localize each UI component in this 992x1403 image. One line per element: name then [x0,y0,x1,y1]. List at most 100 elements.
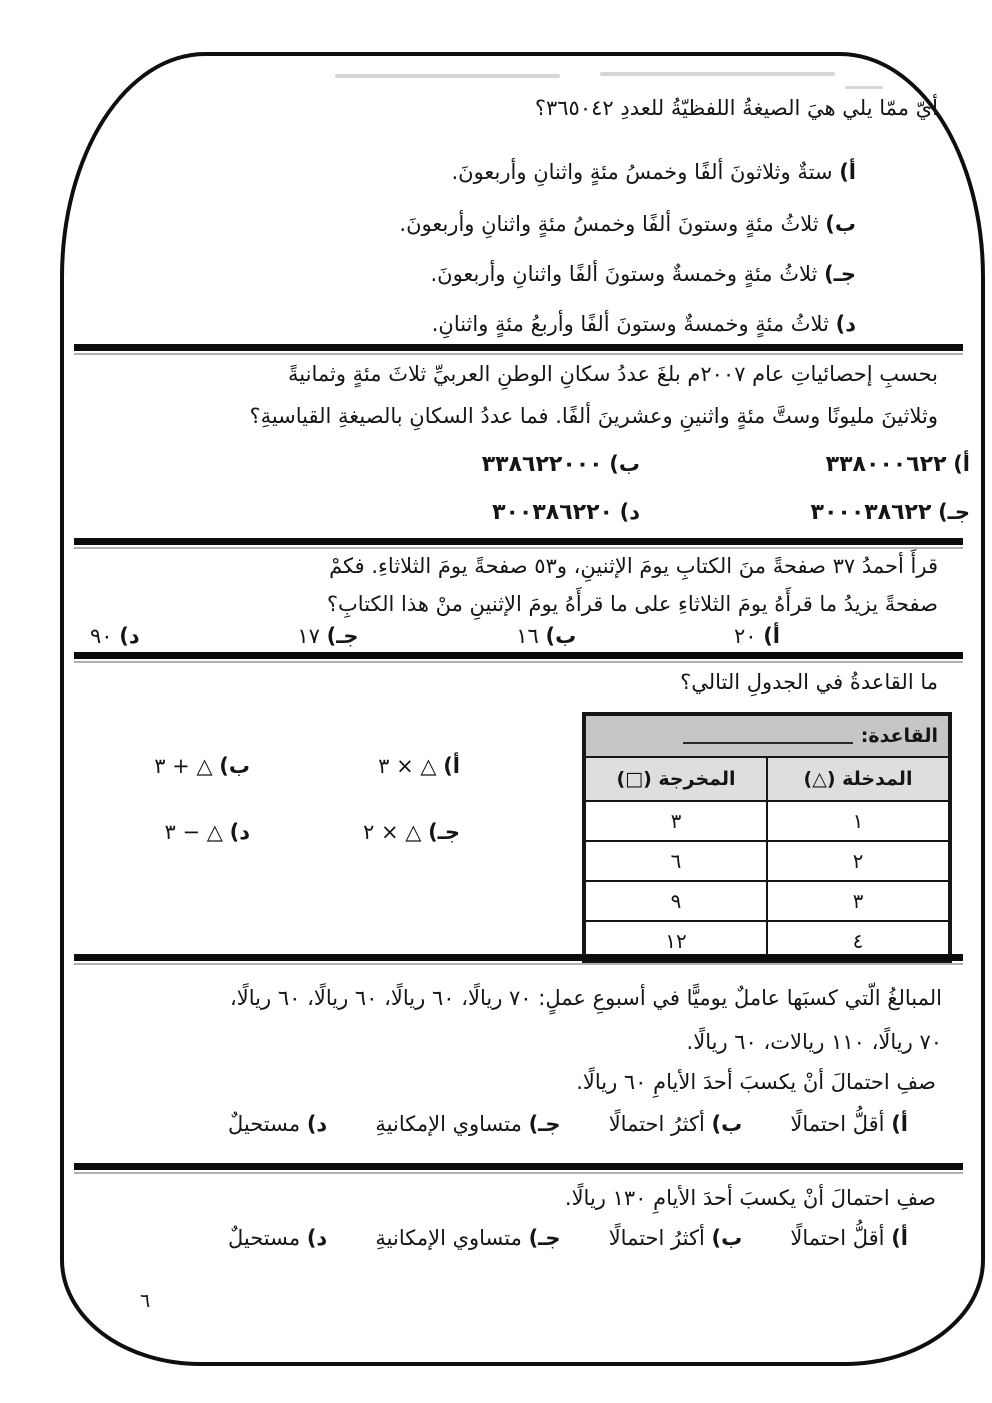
q6-option-b: ب) أكثرُ احتمالًا [609,1226,743,1250]
section-divider [74,1163,963,1174]
q3-option-d-value: ٩٠ [90,624,113,648]
q1-option-d-label: د) [835,312,856,336]
q2-question-line2: وثلاثينَ مليونًا وستَّ مئةٍ واثنينِ وعشر… [249,404,938,428]
q5-option-d-label: د) [306,1112,328,1136]
q1-option-d-text: ثلاثُ مئةٍ وخمسةٌ وستونَ ألفًا وأربعُ مئ… [431,312,829,336]
section-divider [74,954,963,965]
q1-option-a-label: أ) [839,160,856,184]
rule-table-rule-row: القاعدة: [583,713,951,758]
q2-option-c-label: جـ) [938,500,970,524]
q3-option-d-label: د) [119,624,140,648]
q5-option-b: ب) أكثرُ احتمالًا [609,1112,743,1136]
q6-option-d-label: د) [306,1226,328,1250]
q2-option-d: د) ٣٠٠٣٨٦٢٢٠ [492,500,640,525]
rule-cell: القاعدة: [583,713,951,758]
q4-option-c-label: جـ) [428,820,460,844]
q1-option-b-text: ثلاثُ مئةٍ وستونَ ألفًا وخمسُ مئةٍ واثنا… [399,212,819,236]
q3-options-row: أ) ٢٠ ب) ١٦ جـ) ١٧ د) ٩٠ [90,624,780,648]
q5-option-c-label: جـ) [528,1112,561,1136]
section-divider [74,344,963,355]
q6-option-a-label: أ) [891,1226,908,1250]
q3-option-c-value: ١٧ [297,624,320,648]
q6-option-c-text: متساوي الإمكانيةِ [375,1226,522,1250]
q3-option-c: جـ) ١٧ [297,624,358,648]
q3-option-b-value: ١٦ [516,624,539,648]
q2-option-b-label: ب) [609,452,640,476]
q6-question: صفِ احتمالَ أنْ يكسبَ أحدَ الأيامِ ١٣٠ ر… [564,1186,936,1210]
q5-option-a-label: أ) [891,1112,908,1136]
table-row: ١ ٣ [583,800,951,842]
output-value: ٣ [583,800,768,842]
q3-option-b: ب) ١٦ [516,624,576,648]
q4-option-c-expression: △ × ٢ [363,820,422,844]
q1-option-b: ب) ثلاثُ مئةٍ وستونَ ألفًا وخمسُ مئةٍ وا… [399,212,856,236]
q4-option-d: د) △ − ٣ [165,820,250,844]
input-value: ٢ [766,840,951,882]
q4-option-d-label: د) [229,820,250,844]
input-column-header: المدخلة (△) [766,756,951,802]
q5-option-d: د) مستحيلٌ [228,1112,327,1136]
q4-option-c: جـ) △ × ٢ [363,820,460,844]
input-value: ١ [766,800,951,842]
q2-option-d-value: ٣٠٠٣٨٦٢٢٠ [492,500,613,525]
q1-option-c-text: ثلاثُ مئةٍ وخمسةٌ وستونَ ألفًا واثنانِ و… [430,262,818,286]
q4-option-a: أ) △ × ٣ [378,754,460,778]
section-divider [74,538,963,549]
section-divider [74,652,963,663]
q5-option-c-text: متساوي الإمكانيةِ [375,1112,522,1136]
rule-blank-line [682,729,853,744]
q1-option-c-label: جـ) [824,262,856,286]
q6-option-c: جـ) متساوي الإمكانيةِ [375,1226,560,1250]
output-value: ٩ [583,880,768,922]
q1-option-a: أ) ستةٌ وثلاثونَ ألفًا وخمسُ مئةٍ واثنان… [451,160,856,184]
q1-option-b-label: ب) [825,212,856,236]
output-value: ٦ [583,840,768,882]
q1-option-a-text: ستةٌ وثلاثونَ ألفًا وخمسُ مئةٍ واثنانِ و… [451,160,833,184]
scan-artifact [845,86,883,89]
q4-option-b-label: ب) [219,754,250,778]
q2-option-b-value: ٣٣٨٦٢٢٠٠٠ [481,452,603,477]
rule-table: القاعدة: المدخلة (△) المخرجة (□) ١ ٣ ٢ ٦… [582,712,952,964]
table-row: ٢ ٦ [583,840,951,882]
q6-option-b-label: ب) [711,1226,743,1250]
q2-option-a-label: أ) [953,452,970,476]
q2-question-line1: بحسبِ إحصائياتِ عام ٢٠٠٧م بلغَ عددُ سكان… [288,362,938,386]
q6-option-c-label: جـ) [528,1226,561,1250]
q5-option-b-text: أكثرُ احتمالًا [608,1112,705,1136]
q4-option-a-expression: △ × ٣ [378,754,437,778]
q2-option-a-value: ٣٣٨٠٠٠٦٢٢ [825,452,947,477]
q6-option-d-text: مستحيلٌ [228,1226,301,1250]
q4-option-a-label: أ) [443,754,460,778]
q6-option-a-text: أقلُّ احتمالًا [790,1226,885,1250]
q3-option-b-label: ب) [545,624,577,648]
q2-option-b: ب) ٣٣٨٦٢٢٠٠٠ [482,452,640,477]
q2-option-d-label: د) [619,500,640,524]
q5-option-d-text: مستحيلٌ [228,1112,301,1136]
q3-question-line2: صفحةً يزيدُ ما قرأَهُ يومَ الثلاثاءِ على… [326,592,938,616]
q4-option-b-expression: △ + ٣ [154,754,213,778]
scan-artifact [600,72,835,76]
table-row: ٣ ٩ [583,880,951,922]
q2-option-c-value: ٣٠٠٠٣٨٦٢٢ [810,500,932,525]
q3-option-d: د) ٩٠ [90,624,140,648]
q2-option-c: جـ) ٣٠٠٠٣٨٦٢٢ [811,500,970,525]
q5-option-c: جـ) متساوي الإمكانيةِ [375,1112,560,1136]
page-border-frame [60,52,985,1366]
q5-option-a-text: أقلُّ احتمالًا [790,1112,885,1136]
q1-option-d: د) ثلاثُ مئةٍ وخمسةٌ وستونَ ألفًا وأربعُ… [432,312,856,336]
q3-question-line1: قرأَ أحمدُ ٣٧ صفحةً منَ الكتابِ يومَ الإ… [329,554,938,578]
q3-option-a-value: ٢٠ [733,624,757,648]
q6-option-b-text: أكثرُ احتمالًا [608,1226,705,1250]
rule-table-header-row: المدخلة (△) المخرجة (□) [583,756,951,802]
q6-option-a: أ) أقلُّ احتمالًا [790,1226,908,1250]
q6-option-d: د) مستحيلٌ [228,1226,327,1250]
page-number: ٦ [140,1290,151,1312]
q5-options-row: أ) أقلُّ احتمالًا ب) أكثرُ احتمالًا جـ) … [228,1112,908,1136]
q1-question: أيّ ممّا يلي هيَ الصيغةُ اللفظيّةُ للعدد… [534,96,938,120]
q3-option-a: أ) ٢٠ [734,624,780,648]
q5-intro-line2: ٧٠ ريالًا، ١١٠ ريالات، ٦٠ ريالًا. [686,1030,942,1054]
q5-option-b-label: ب) [711,1112,743,1136]
q3-option-c-label: جـ) [326,624,359,648]
input-value: ٣ [766,880,951,922]
